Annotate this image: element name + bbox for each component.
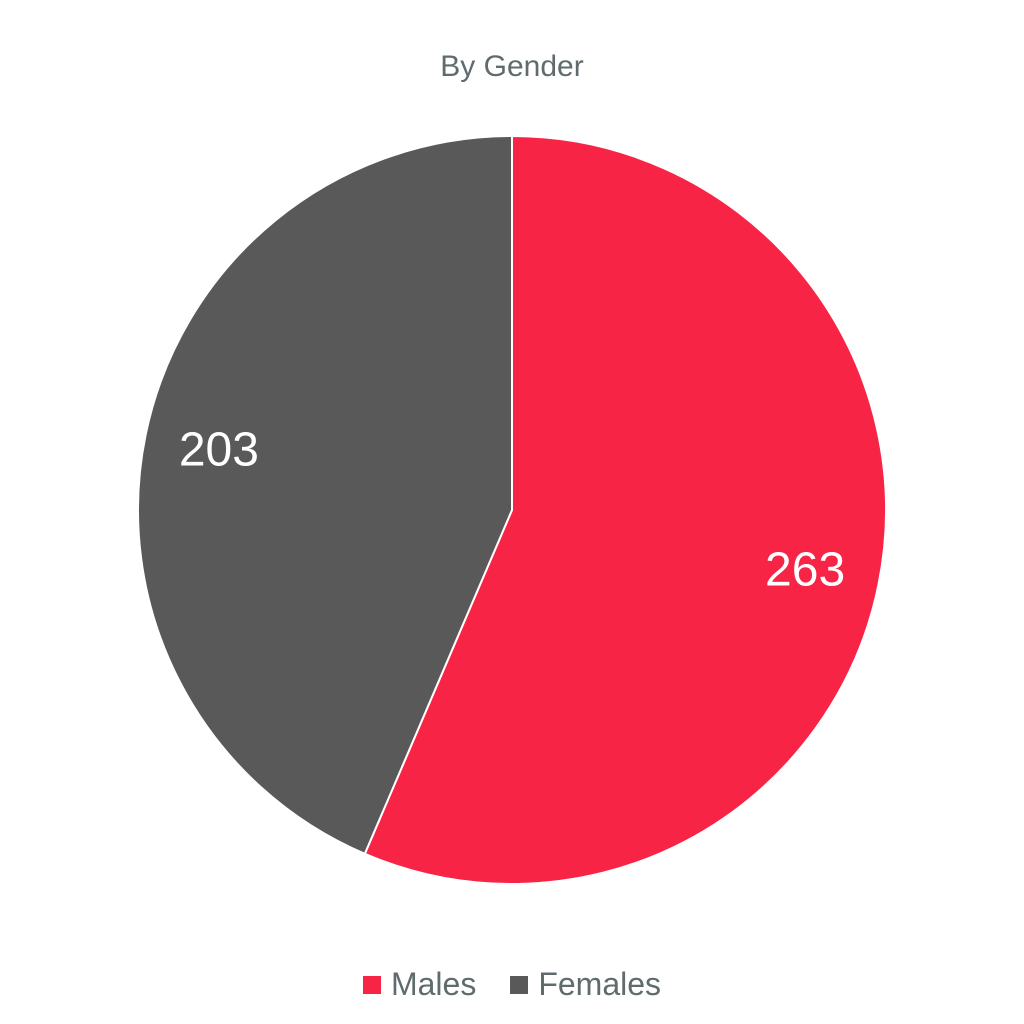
pie-slice-females bbox=[137, 134, 513, 856]
legend-swatch-males bbox=[362, 975, 381, 994]
legend-label-females: Females bbox=[538, 966, 662, 1002]
data-label-females: 203 bbox=[179, 423, 259, 476]
legend-item-females: Females bbox=[510, 966, 661, 1003]
chart-legend: Males Females bbox=[0, 966, 1024, 1003]
legend-label-males: Males bbox=[390, 966, 477, 1002]
legend-item-males: Males bbox=[362, 966, 477, 1003]
pie-slice-males bbox=[363, 134, 887, 885]
chart-title: By Gender bbox=[440, 50, 584, 83]
legend-swatch-females bbox=[510, 975, 529, 994]
data-label-males: 263 bbox=[765, 544, 845, 597]
